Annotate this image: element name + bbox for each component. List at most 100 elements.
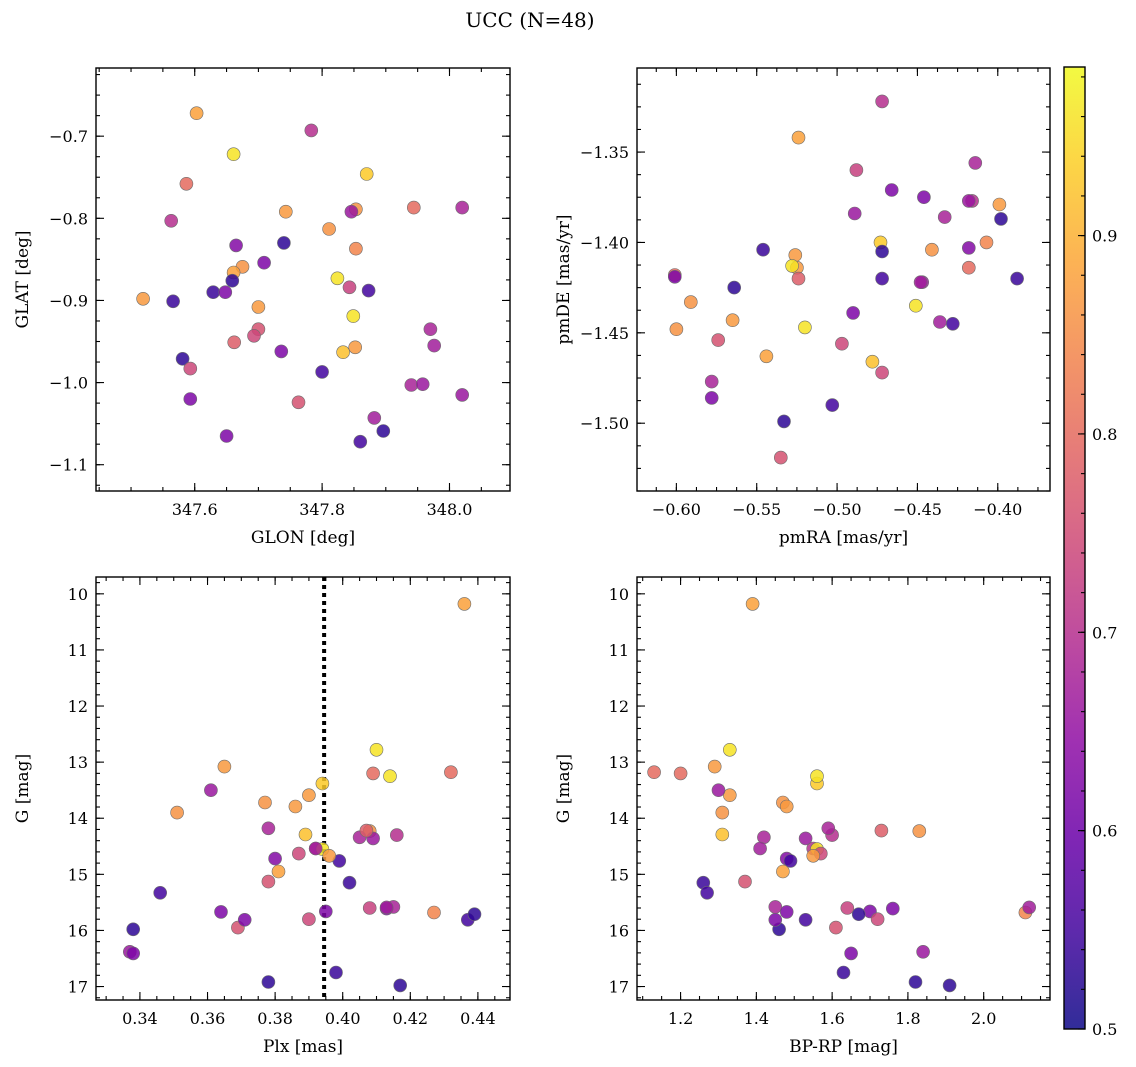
scatter-point	[942, 978, 957, 993]
scatter-point	[779, 799, 794, 814]
scatter-point	[427, 338, 442, 353]
scatter-point	[791, 130, 806, 145]
scatter-point	[704, 391, 719, 405]
scatter-point	[278, 204, 293, 219]
scatter-point	[406, 200, 421, 215]
scatter-point	[925, 242, 939, 257]
x-axis-label: GLON [deg]	[251, 528, 355, 548]
scatter-point	[183, 392, 198, 406]
x-tick-label: −0.45	[893, 500, 942, 519]
scatter-point	[773, 450, 788, 465]
scatter-point	[348, 340, 363, 355]
scatter-point	[768, 900, 783, 914]
scatter-point	[865, 354, 880, 369]
scatter-point	[875, 365, 889, 380]
scatter-point	[457, 597, 472, 611]
x-tick-label: 1.6	[819, 1009, 844, 1028]
scatter-point	[179, 177, 194, 191]
y-tick-label: 14	[609, 809, 629, 828]
scatter-point	[647, 765, 661, 780]
scatter-point	[346, 309, 361, 323]
scatter-point	[359, 167, 374, 181]
x-tick-label: −0.40	[973, 500, 1022, 519]
y-tick-label: −0.7	[49, 127, 88, 146]
scatter-point	[218, 285, 233, 300]
scatter-point	[277, 236, 291, 250]
x-tick-label: 347.8	[299, 500, 345, 519]
scatter-point	[153, 885, 167, 900]
scatter-point	[875, 244, 889, 259]
scatter-point	[707, 759, 722, 774]
scatter-point	[745, 597, 760, 611]
scatter-point	[376, 424, 391, 438]
scatter-point	[329, 965, 343, 980]
scatter-point	[968, 156, 983, 170]
scatter-point	[961, 260, 976, 275]
scatter-point	[908, 975, 923, 989]
x-tick-label: 2.0	[971, 1009, 996, 1028]
scatter-point	[884, 183, 899, 197]
figure-title: UCC (N=48)	[465, 8, 594, 32]
scatter-point	[829, 920, 843, 935]
scatter-point	[349, 241, 363, 256]
scatter-point	[183, 361, 198, 376]
colorbar-tick-label: 0.9	[1092, 227, 1117, 246]
scatter-point	[366, 766, 380, 781]
scatter-point	[738, 874, 752, 889]
scatter-point	[851, 907, 866, 922]
scatter-point	[1010, 271, 1024, 286]
scatter-point	[261, 975, 276, 989]
scatter-point	[916, 944, 930, 959]
scatter-point	[937, 210, 952, 224]
scatter-point	[875, 94, 889, 109]
scatter-point	[846, 306, 860, 320]
scatter-point	[164, 214, 178, 228]
scatter-point	[933, 315, 947, 329]
scatter-point	[175, 351, 190, 366]
scatter-point	[225, 273, 240, 288]
scatter-point	[715, 827, 730, 842]
scatter-point	[844, 946, 858, 961]
scatter-point	[779, 905, 794, 919]
scatter-point	[361, 283, 376, 298]
scatter-point	[206, 285, 220, 300]
scatter-point	[722, 742, 737, 757]
colorbar-tick-label: 0.6	[1092, 822, 1117, 841]
panel-glon-glat: 347.6 347.8 348.0 −0.7 −0.8 −0.9 −1.0 −1.1 GLON …	[13, 67, 511, 548]
scatter-point	[776, 864, 790, 879]
panel-bprp-g: 1.2 1.4 1.6 1.8 2.0 10 11 12 13 14 15 16 17 BP-RP [ma…	[554, 576, 1051, 1057]
scatter-point	[166, 294, 180, 309]
colorbar-tick-label: 0.5	[1092, 1020, 1117, 1039]
scatter-point	[768, 912, 783, 927]
scatter-point	[126, 922, 140, 937]
scatter-point	[330, 271, 345, 286]
y-tick-label: −1.45	[580, 324, 629, 343]
x-axis-label: pmRA [mas/yr]	[779, 528, 908, 548]
scatter-point	[304, 123, 319, 138]
scatter-point	[322, 222, 336, 236]
scatter-point	[404, 378, 419, 392]
y-tick-label: −1.0	[49, 374, 88, 393]
y-tick-label: 12	[609, 697, 629, 716]
y-tick-label: −1.40	[580, 233, 629, 252]
y-tick-label: −0.8	[49, 209, 88, 228]
scatter-point	[798, 912, 813, 927]
axes-frame	[95, 576, 511, 1001]
scatter-point	[791, 271, 806, 286]
axes-frame	[636, 576, 1051, 1001]
scatter-point	[362, 901, 377, 915]
scatter-point	[669, 322, 684, 337]
scatter-point	[683, 295, 698, 309]
y-tick-label: −1.1	[49, 456, 88, 475]
panel-pmra-pmde: −0.60 −0.55 −0.50 −0.45 −0.40 −1.35 −1.40 −1.45…	[554, 67, 1051, 548]
colorbar-tick-label: 0.8	[1092, 425, 1117, 444]
scatter-point	[847, 206, 862, 221]
scatter-point	[711, 333, 726, 347]
scatter-point	[214, 905, 228, 919]
scatter-point	[908, 298, 923, 313]
x-tick-label: 0.44	[460, 1009, 496, 1028]
x-tick-label: 1.2	[668, 1009, 693, 1028]
scatter-point	[727, 280, 742, 295]
scatter-point	[353, 434, 368, 449]
